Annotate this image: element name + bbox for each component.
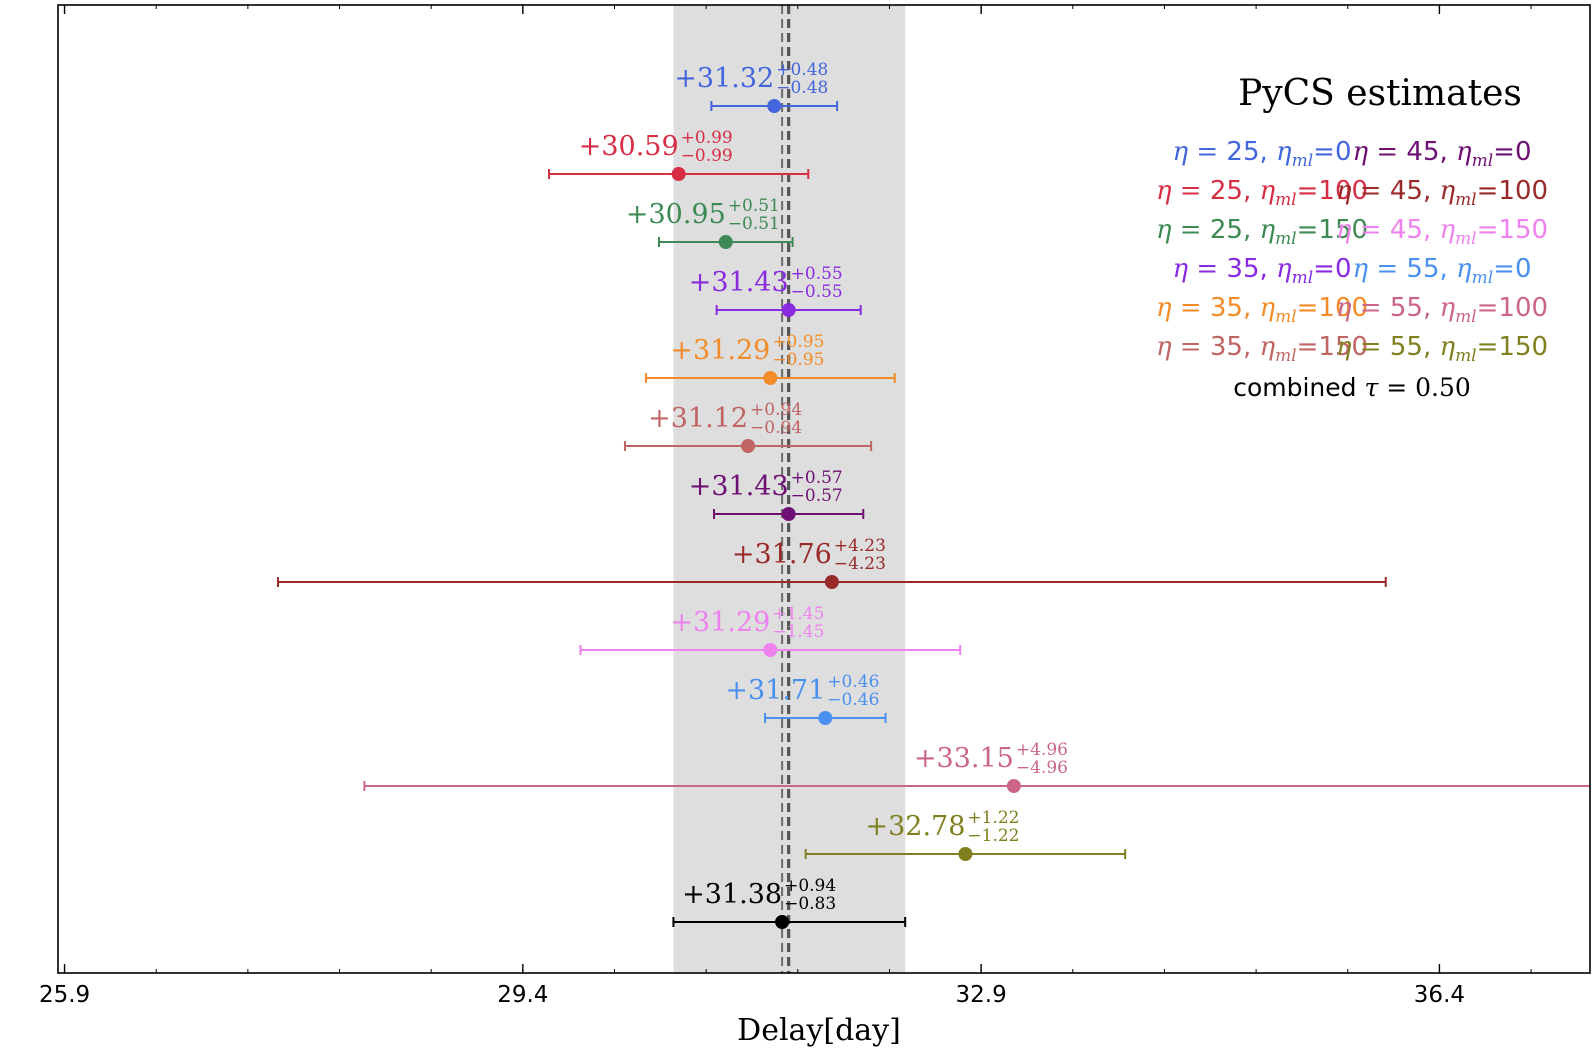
series-group: +31.43 +0.57−0.57: [689, 468, 865, 521]
legend-entry: η = 35, ηml=150: [1156, 332, 1368, 366]
data-label-minus: −0.46: [827, 690, 879, 710]
data-label-value: +33.15: [914, 743, 1014, 774]
data-point: [781, 303, 796, 317]
legend-entry: η = 25, ηml=0: [1173, 137, 1352, 171]
data-point: [1006, 779, 1021, 793]
data-label-plus: +1.45: [772, 604, 824, 624]
data-label-value: +30.95: [626, 199, 726, 230]
legend-entry: η = 45, ηml=150: [1336, 215, 1548, 249]
data-label-value: +31.32: [674, 63, 774, 94]
series-group: +31.38 +0.94−0.83: [672, 876, 907, 929]
data-label-plus: +4.96: [1016, 740, 1068, 760]
data-point: [781, 507, 796, 521]
data-label-minus: −0.83: [784, 894, 836, 914]
data-label-value: +32.78: [865, 811, 965, 842]
data-point: [958, 847, 973, 861]
data-label-value: +31.38: [682, 879, 782, 910]
legend-entry: η = 55, ηml=100: [1336, 293, 1548, 327]
data-point: [818, 711, 833, 725]
data-point: [671, 167, 686, 181]
plot-frame: [57, 4, 1591, 974]
data-label-plus: +0.46: [827, 672, 879, 692]
series-group: +31.29 +0.95−0.95: [644, 332, 896, 385]
series-group: +30.95 +0.51−0.51: [626, 196, 794, 249]
series-group: +33.15 +4.96−4.96: [363, 740, 1590, 793]
data-label-minus: −0.94: [750, 418, 802, 438]
data-label-value: +31.43: [689, 471, 789, 502]
data-label-minus: −0.48: [776, 78, 828, 98]
series-group: +30.59 +0.99−0.99: [548, 128, 810, 181]
data-label-value: +31.43: [689, 267, 789, 298]
data-label-minus: −1.22: [967, 826, 1019, 846]
series-group: +31.29 +1.45−1.45: [579, 604, 962, 657]
series-layer: +31.32 +0.48−0.48+30.59 +0.99−0.99+30.95 +0…: [276, 60, 1590, 929]
data-point: [763, 371, 778, 385]
x-tick-label: 36.4: [1414, 982, 1465, 1008]
data-label-plus: +0.48: [776, 60, 828, 80]
data-label-minus: −1.45: [772, 622, 824, 642]
legend-entry: η = 25, ηml=150: [1156, 215, 1368, 249]
series-group: +31.71 +0.46−0.46: [725, 672, 887, 725]
data-label-minus: −0.95: [772, 350, 824, 370]
data-label-value: +31.12: [648, 403, 748, 434]
legend-entry: η = 55, ηml=150: [1336, 332, 1548, 366]
data-point: [763, 643, 778, 657]
data-point: [741, 439, 756, 453]
data-label-minus: −0.99: [681, 146, 733, 166]
data-label-value: +31.29: [670, 607, 770, 638]
x-tick-label: 29.4: [497, 982, 548, 1008]
data-label-minus: −4.23: [834, 554, 886, 574]
data-label-value: +30.59: [579, 131, 679, 162]
data-label-plus: +0.94: [750, 400, 802, 420]
series-group: +31.32 +0.48−0.48: [674, 60, 839, 113]
data-label-plus: +0.57: [791, 468, 843, 488]
data-label-plus: +0.55: [791, 264, 843, 284]
data-point: [824, 575, 839, 589]
data-point: [767, 99, 782, 113]
series-group: +32.78 +1.22−1.22: [804, 808, 1127, 861]
x-tick-label: 32.9: [956, 982, 1007, 1008]
legend-entry: η = 45, ηml=0: [1353, 137, 1532, 171]
data-label-plus: +4.23: [834, 536, 886, 556]
data-label-value: +31.29: [670, 335, 770, 366]
legend-entry: η = 25, ηml=100: [1156, 176, 1368, 210]
x-axis: 25.9 29.4 32.9 36.4: [39, 5, 1532, 1008]
data-label-minus: −4.96: [1016, 758, 1068, 778]
legend-title: PyCS estimates: [1238, 73, 1522, 114]
data-label-plus: +0.95: [772, 332, 824, 352]
legend-entry: η = 35, ηml=100: [1156, 293, 1368, 327]
data-label-plus: +0.94: [784, 876, 836, 896]
data-label-value: +31.71: [725, 675, 825, 706]
data-point: [775, 915, 790, 929]
data-label-plus: +0.51: [728, 196, 780, 216]
data-label-value: +31.76: [732, 539, 832, 570]
legend-entry: η = 45, ηml=100: [1336, 176, 1548, 210]
data-label-plus: +0.99: [681, 128, 733, 148]
data-label-plus: +1.22: [967, 808, 1019, 828]
series-group: +31.12 +0.94−0.94: [623, 400, 873, 453]
legend: PyCS estimates η = 25, ηml=0 η = 45, ηml=…: [1156, 73, 1548, 402]
x-tick-label: 25.9: [39, 982, 90, 1008]
data-label-minus: −0.57: [791, 486, 843, 506]
x-axis-label: Delay[day]: [737, 1013, 901, 1048]
data-label-minus: −0.55: [791, 282, 843, 302]
series-group: +31.76 +4.23−4.23: [276, 536, 1387, 589]
reference-lines-layer: [781, 5, 791, 973]
legend-combined: combined τ = 0.50: [1233, 373, 1471, 402]
series-group: +31.43 +0.55−0.55: [689, 264, 862, 317]
data-point: [718, 235, 733, 249]
legend-entry: η = 55, ηml=0: [1353, 254, 1532, 288]
data-label-minus: −0.51: [728, 214, 780, 234]
legend-entry: η = 35, ηml=0: [1173, 254, 1352, 288]
